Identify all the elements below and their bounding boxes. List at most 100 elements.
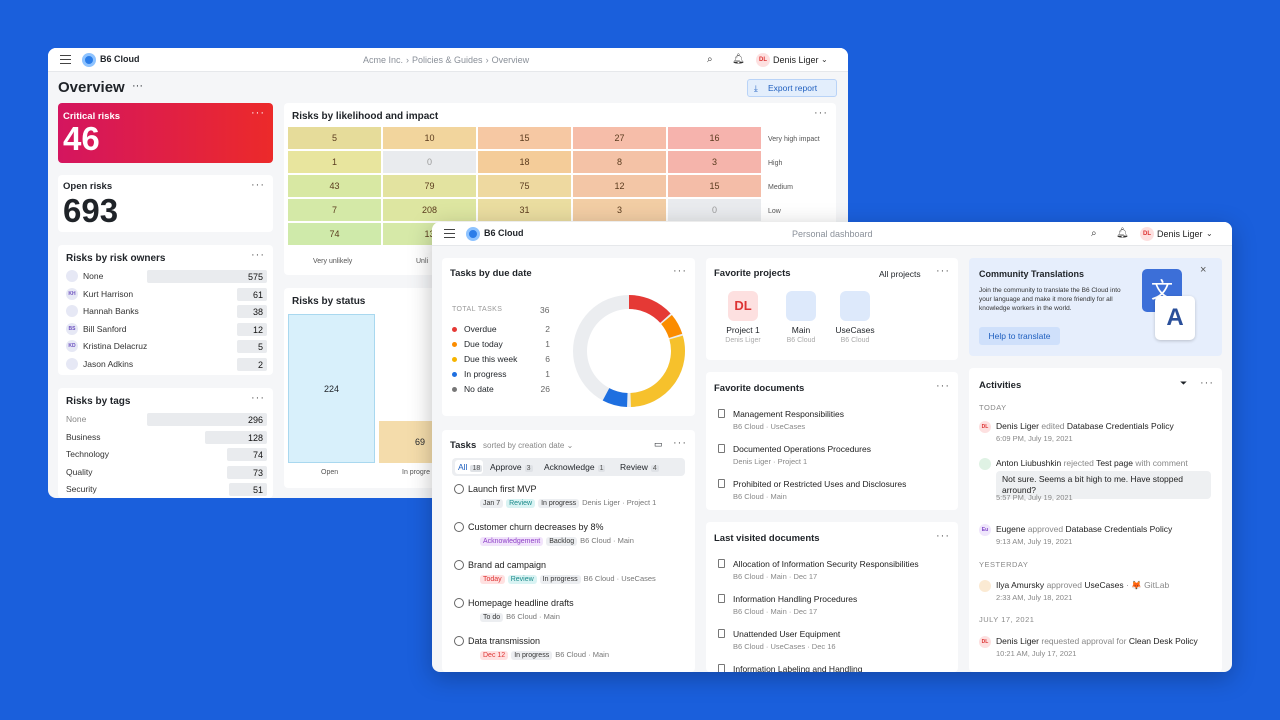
user-name[interactable]: Denis Liger bbox=[773, 55, 819, 65]
document-item[interactable]: Allocation of Information Security Respo… bbox=[718, 559, 948, 587]
activity-item[interactable]: DL Denis Liger requested approval for Cle… bbox=[979, 636, 1214, 664]
activity-object[interactable]: Test page bbox=[1096, 458, 1133, 468]
activity-user[interactable]: Ilya Amursky bbox=[996, 580, 1045, 590]
document-item[interactable]: Information Labeling and Handling bbox=[718, 664, 948, 672]
heatmap-cell[interactable]: 74 bbox=[288, 223, 381, 245]
activity-object[interactable]: Database Credentials Policy bbox=[1066, 421, 1174, 431]
chevron-down-icon[interactable]: ⌄ bbox=[821, 55, 828, 64]
all-projects-link[interactable]: All projects bbox=[879, 269, 921, 279]
close-icon[interactable]: × bbox=[1200, 264, 1207, 276]
check-circle-icon[interactable] bbox=[454, 522, 464, 532]
sort-dropdown[interactable]: sorted by creation date ⌄ bbox=[483, 441, 574, 450]
more-icon[interactable]: ··· bbox=[1200, 377, 1214, 389]
owner-row[interactable]: KD Kristina Delacruz 5 bbox=[66, 339, 267, 353]
activity-user[interactable]: Eugene bbox=[996, 524, 1026, 534]
activity-object[interactable]: Clean Desk Policy bbox=[1128, 636, 1198, 646]
activity-item[interactable]: Eu Eugene approved Database Credentials P… bbox=[979, 524, 1214, 552]
more-icon[interactable]: ··· bbox=[673, 265, 687, 277]
heatmap-cell[interactable]: 0 bbox=[668, 199, 761, 221]
filter-icon[interactable]: ⏷ bbox=[1180, 378, 1188, 388]
task-item[interactable]: Data transmission Dec 12 In progress B6 Clo… bbox=[454, 636, 684, 668]
task-item[interactable]: Customer churn decreases by 8% Acknowledg… bbox=[454, 522, 684, 554]
heatmap-cell[interactable]: 1 bbox=[288, 151, 381, 173]
more-icon[interactable]: ··· bbox=[936, 380, 950, 392]
activity-object[interactable]: UseCases bbox=[1084, 580, 1124, 590]
chevron-down-icon[interactable]: ⌄ bbox=[1206, 229, 1213, 238]
more-icon[interactable]: ··· bbox=[936, 265, 950, 277]
heatmap-cell[interactable]: 27 bbox=[573, 127, 666, 149]
heatmap-cell[interactable]: 12 bbox=[573, 175, 666, 197]
due-item[interactable]: Overdue 2 bbox=[452, 324, 550, 336]
bell-icon[interactable]: 🔔︎ bbox=[1116, 228, 1129, 239]
more-icon[interactable]: ··· bbox=[251, 107, 265, 119]
menu-icon[interactable] bbox=[60, 55, 71, 64]
calendar-icon[interactable]: ▭ bbox=[654, 439, 663, 449]
heatmap-cell[interactable]: 18 bbox=[478, 151, 571, 173]
due-item[interactable]: No date 26 bbox=[452, 384, 550, 396]
export-report-button[interactable]: ⤓ Export report bbox=[747, 79, 837, 97]
task-item[interactable]: Homepage headline drafts To do B6 Cloud · … bbox=[454, 598, 684, 630]
heatmap-cell[interactable]: 79 bbox=[383, 175, 476, 197]
heatmap-cell[interactable]: 0 bbox=[383, 151, 476, 173]
tab-all[interactable]: All 18 bbox=[455, 460, 483, 474]
owner-row[interactable]: Jason Adkins 2 bbox=[66, 357, 267, 371]
project-item[interactable]: UseCases B6 Cloud bbox=[830, 291, 880, 353]
activity-user[interactable]: Denis Liger bbox=[996, 636, 1039, 646]
heatmap-cell[interactable]: 5 bbox=[288, 127, 381, 149]
user-name[interactable]: Denis Liger bbox=[1157, 229, 1203, 239]
project-item[interactable]: DL Project 1 Denis Liger bbox=[718, 291, 768, 353]
search-icon[interactable]: ⌕ bbox=[1091, 228, 1097, 239]
more-icon[interactable]: ··· bbox=[251, 179, 265, 191]
heatmap-cell[interactable]: 3 bbox=[573, 199, 666, 221]
tab-approve[interactable]: Approve 3 bbox=[487, 460, 537, 474]
heatmap-cell[interactable]: 15 bbox=[668, 175, 761, 197]
document-item[interactable]: Prohibited or Restricted Uses and Disclo… bbox=[718, 479, 948, 507]
owner-row[interactable]: KH Kurt Harrison 61 bbox=[66, 287, 267, 301]
heatmap-cell[interactable]: 7 bbox=[288, 199, 381, 221]
document-item[interactable]: Management Responsibilities B6 Cloud · Us… bbox=[718, 409, 948, 437]
tag-row[interactable]: Security 51 bbox=[66, 482, 267, 496]
more-icon[interactable]: ··· bbox=[814, 107, 828, 119]
help-translate-button[interactable]: Help to translate bbox=[979, 327, 1060, 345]
heatmap-cell[interactable]: 75 bbox=[478, 175, 571, 197]
heatmap-cell[interactable]: 10 bbox=[383, 127, 476, 149]
heatmap-cell[interactable]: 3 bbox=[668, 151, 761, 173]
search-icon[interactable]: ⌕ bbox=[707, 54, 713, 65]
more-icon[interactable]: ··· bbox=[132, 80, 143, 92]
heatmap-cell[interactable]: 208 bbox=[383, 199, 476, 221]
document-item[interactable]: Documented Operations Procedures Denis Li… bbox=[718, 444, 948, 472]
check-circle-icon[interactable] bbox=[454, 598, 464, 608]
activity-object[interactable]: Database Credentials Policy bbox=[1065, 524, 1173, 534]
breadcrumb-item[interactable]: Acme Inc. bbox=[363, 55, 404, 65]
activity-user[interactable]: Anton Liubushkin bbox=[996, 458, 1062, 468]
more-icon[interactable]: ··· bbox=[251, 392, 265, 404]
owner-row[interactable]: None 575 bbox=[66, 269, 267, 283]
tag-row[interactable]: Business 128 bbox=[66, 430, 267, 444]
heatmap-cell[interactable]: 15 bbox=[478, 127, 571, 149]
check-circle-icon[interactable] bbox=[454, 636, 464, 646]
avatar[interactable]: DL bbox=[1140, 227, 1154, 241]
tag-row[interactable]: Quality 73 bbox=[66, 465, 267, 479]
document-item[interactable]: Unattended User Equipment B6 Cloud · UseC… bbox=[718, 629, 948, 657]
task-item[interactable]: Brand ad campaign Today Review In progress B… bbox=[454, 560, 684, 592]
check-circle-icon[interactable] bbox=[454, 560, 464, 570]
due-item[interactable]: Due today 1 bbox=[452, 339, 550, 351]
heatmap-cell[interactable]: 16 bbox=[668, 127, 761, 149]
activity-user[interactable]: Denis Liger bbox=[996, 421, 1039, 431]
tab-acknowledge[interactable]: Acknowledge 1 bbox=[541, 460, 613, 474]
tab-review[interactable]: Review 4 bbox=[617, 460, 663, 474]
avatar[interactable]: DL bbox=[756, 53, 770, 67]
document-item[interactable]: Information Handling Procedures B6 Cloud … bbox=[718, 594, 948, 622]
more-icon[interactable]: ··· bbox=[936, 530, 950, 542]
check-circle-icon[interactable] bbox=[454, 484, 464, 494]
heatmap-cell[interactable]: 43 bbox=[288, 175, 381, 197]
breadcrumb-item[interactable]: Policies & Guides bbox=[412, 55, 483, 65]
more-icon[interactable]: ··· bbox=[251, 249, 265, 261]
bell-icon[interactable]: 🔔︎ bbox=[732, 54, 745, 65]
activity-item[interactable]: Ilya Amursky approved UseCases · 🦊 GitLa… bbox=[979, 580, 1214, 608]
due-item[interactable]: Due this week 6 bbox=[452, 354, 550, 366]
menu-icon[interactable] bbox=[444, 229, 455, 238]
task-item[interactable]: Launch first MVP Jan 7 Review In progress De… bbox=[454, 484, 684, 516]
more-icon[interactable]: ··· bbox=[673, 437, 687, 449]
due-item[interactable]: In progress 1 bbox=[452, 369, 550, 381]
